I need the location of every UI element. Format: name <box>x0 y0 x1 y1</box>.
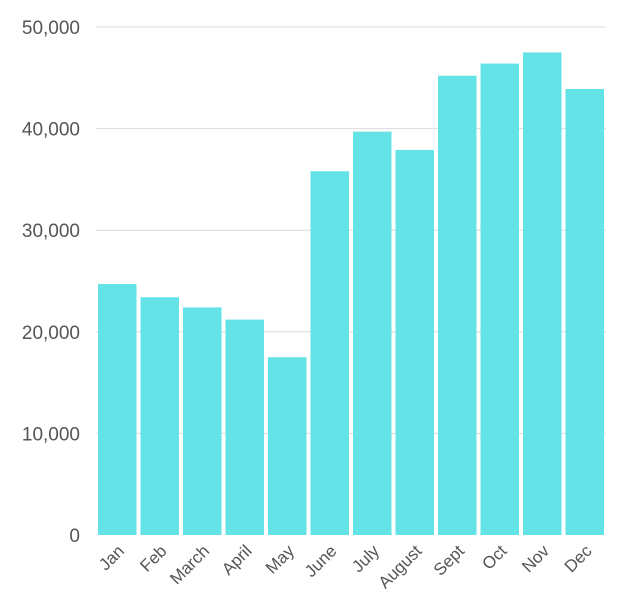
x-tick-label-jan: Jan <box>95 541 128 574</box>
gridlines <box>96 26 606 434</box>
y-tick-label: 40,000 <box>22 120 80 141</box>
bars <box>98 52 604 536</box>
y-tick-label: 20,000 <box>22 323 80 344</box>
x-tick-label-oct: Oct <box>478 541 510 573</box>
x-tick-label-dec: Dec <box>561 541 596 576</box>
bar-may <box>268 357 307 535</box>
x-tick-label-april: April <box>218 541 255 578</box>
bar-feb <box>140 297 179 535</box>
bar-dec <box>565 88 604 535</box>
x-tick-label-july: July <box>348 541 383 576</box>
bar-march <box>183 307 222 535</box>
bar-nov <box>523 52 562 536</box>
x-tick-label-august: August <box>375 541 426 592</box>
y-tick-label: 30,000 <box>22 221 80 242</box>
x-tick-label-may: May <box>262 541 298 577</box>
bar-oct <box>480 63 519 536</box>
x-tick-label-nov: Nov <box>518 541 553 576</box>
bar-april <box>225 319 264 535</box>
x-tick-label-march: March <box>166 541 213 588</box>
x-tick-label-sept: Sept <box>430 541 468 579</box>
bar-june <box>310 171 349 535</box>
bar-sept <box>438 75 477 535</box>
x-tick-label-feb: Feb <box>136 541 170 575</box>
y-tick-label: 0 <box>69 526 80 547</box>
y-tick-label: 50,000 <box>22 18 80 39</box>
bar-july <box>353 131 392 535</box>
bar-august <box>395 149 434 535</box>
y-axis-tick-labels: 0 10,000 20,000 30,000 40,000 50,000 <box>22 18 80 547</box>
y-tick-label: 10,000 <box>22 424 80 445</box>
bar-jan <box>98 284 137 535</box>
x-tick-label-june: June <box>301 541 341 581</box>
